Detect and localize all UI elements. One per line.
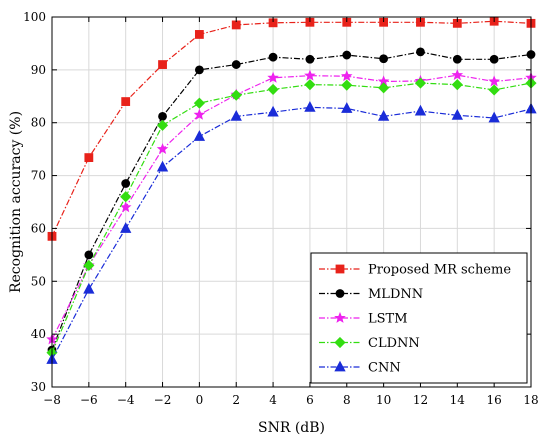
data-point [414,77,427,89]
data-point [194,65,204,75]
legend-marker [334,311,346,323]
x-tick-label: 8 [343,393,351,407]
data-point [83,259,95,271]
data-point [488,75,500,87]
x-tick-label: −4 [117,393,135,407]
y-tick-label: 30 [31,380,46,394]
data-point [304,79,316,91]
data-point [340,70,353,82]
data-point [304,69,316,81]
data-point [304,101,316,112]
x-tick-label: 14 [450,393,466,407]
data-point [84,250,94,260]
legend-label: LSTM [368,312,408,327]
data-point [267,83,279,95]
data-point [193,130,206,141]
y-tick-label: 90 [31,63,46,77]
legend-marker [334,360,346,372]
x-tick-label: 0 [196,393,204,407]
data-point [121,97,131,106]
series-line [51,82,532,353]
data-point [305,54,315,64]
x-tick-label: 16 [487,393,502,407]
data-point [230,110,242,121]
plot-frame [51,16,532,388]
data-point [268,52,278,62]
data-point [193,97,205,109]
data-point [231,20,241,30]
tick-labels: −8 −6 −4 −2 0 2 4 6 8 10 12 14 16 18 30 40 50 60 70 80 90 100 [23,10,539,407]
series-line [51,106,532,360]
data-point [156,119,169,131]
y-tick-label: 50 [31,274,46,288]
series-line [51,20,532,237]
data-point [193,108,206,120]
legend-item: LSTM [319,312,408,327]
series-line [51,74,532,340]
data-point [451,108,463,120]
data-point [158,111,167,121]
data-point [120,191,132,203]
data-point [451,79,463,91]
data-point [121,179,131,188]
legend-item: CLDNN [319,336,420,351]
x-tick-label: −8 [43,393,61,407]
legend-item: MLDNN [319,287,423,302]
data-point [231,60,241,69]
data-point [451,69,464,81]
data-point [488,84,500,96]
y-tick-label: 60 [31,221,46,235]
data-point [267,105,279,117]
data-point [452,54,462,64]
data-point [488,111,500,123]
y-tick-label: 100 [23,10,46,24]
legend-marker [335,289,345,298]
legend-label: Proposed MR scheme [368,263,511,278]
data-point [341,102,353,113]
data-point [414,104,427,116]
x-tick-label: 12 [413,393,428,407]
x-tick-label: −6 [80,393,98,407]
data-point [119,201,132,213]
x-axis-label: SNR (dB) [258,420,325,436]
data-point [156,143,169,155]
legend-label: MLDNN [368,287,423,302]
data-point [489,54,499,64]
x-tick-label: 4 [269,393,277,407]
data-point [156,160,169,172]
data-point [230,89,242,101]
data-point [194,30,204,39]
legend-label: CLDNN [368,336,420,351]
legend: Proposed MR scheme MLDNN LSTM CLDNN CNN [310,252,528,384]
y-tick-label: 70 [31,169,46,183]
y-axis-label: Recognition accuracy (%) [8,111,24,293]
legend-marker [335,264,345,274]
data-point [267,71,279,83]
data-point [84,153,94,163]
y-tick-label: 40 [31,327,46,341]
legend-marker [334,336,346,349]
series-line [51,51,532,351]
series-1 [47,47,536,355]
x-tick-label: 18 [523,393,538,407]
data-point [120,222,132,233]
data-point [416,47,425,57]
data-point [83,282,95,294]
legend-item: Proposed MR scheme [319,263,511,278]
data-point [341,79,353,91]
data-point [342,50,352,60]
legend-label: CNN [368,361,401,376]
data-point [158,60,167,69]
data-point [379,54,389,64]
x-tick-label: 2 [232,393,240,407]
data-point [378,82,390,94]
y-tick-label: 80 [31,116,46,130]
legend-item: CNN [319,361,401,376]
x-tick-label: −2 [154,393,172,407]
x-tick-label: 6 [306,393,314,407]
data-point [377,110,390,121]
x-tick-label: 10 [376,393,391,407]
